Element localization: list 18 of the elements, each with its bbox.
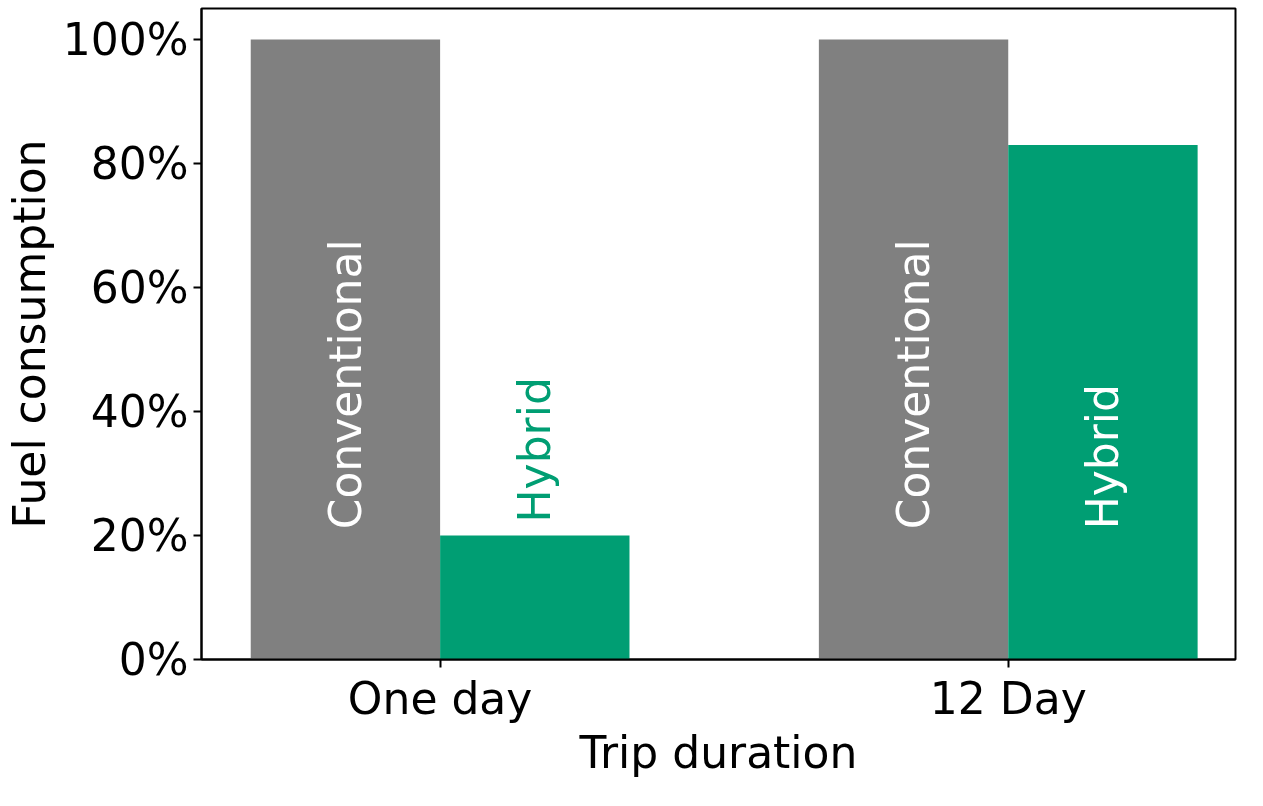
- bar: [1008, 144, 1198, 660]
- y-axis-title: Fuel consumption: [3, 139, 55, 529]
- x-tick-label: One day: [347, 672, 533, 724]
- y-tick-label: 80%: [90, 138, 189, 189]
- bar: [250, 39, 441, 660]
- y-tick-label: 40%: [90, 386, 189, 437]
- bar: [818, 39, 1009, 660]
- text: Conventional: [319, 239, 371, 530]
- y-tick-label: 100%: [62, 14, 189, 65]
- y-tick-label: 0%: [118, 634, 189, 685]
- text: Hybrid: [509, 377, 561, 523]
- y-tick-label: 20%: [90, 510, 189, 561]
- x-tick-label: 12 Day: [929, 672, 1087, 724]
- series-label: Conventional: [888, 239, 940, 530]
- y-tick-label: 60%: [90, 262, 189, 313]
- x-axis-title: Trip duration: [578, 726, 858, 778]
- text: Hybrid: [1077, 383, 1129, 530]
- bar: [440, 535, 630, 660]
